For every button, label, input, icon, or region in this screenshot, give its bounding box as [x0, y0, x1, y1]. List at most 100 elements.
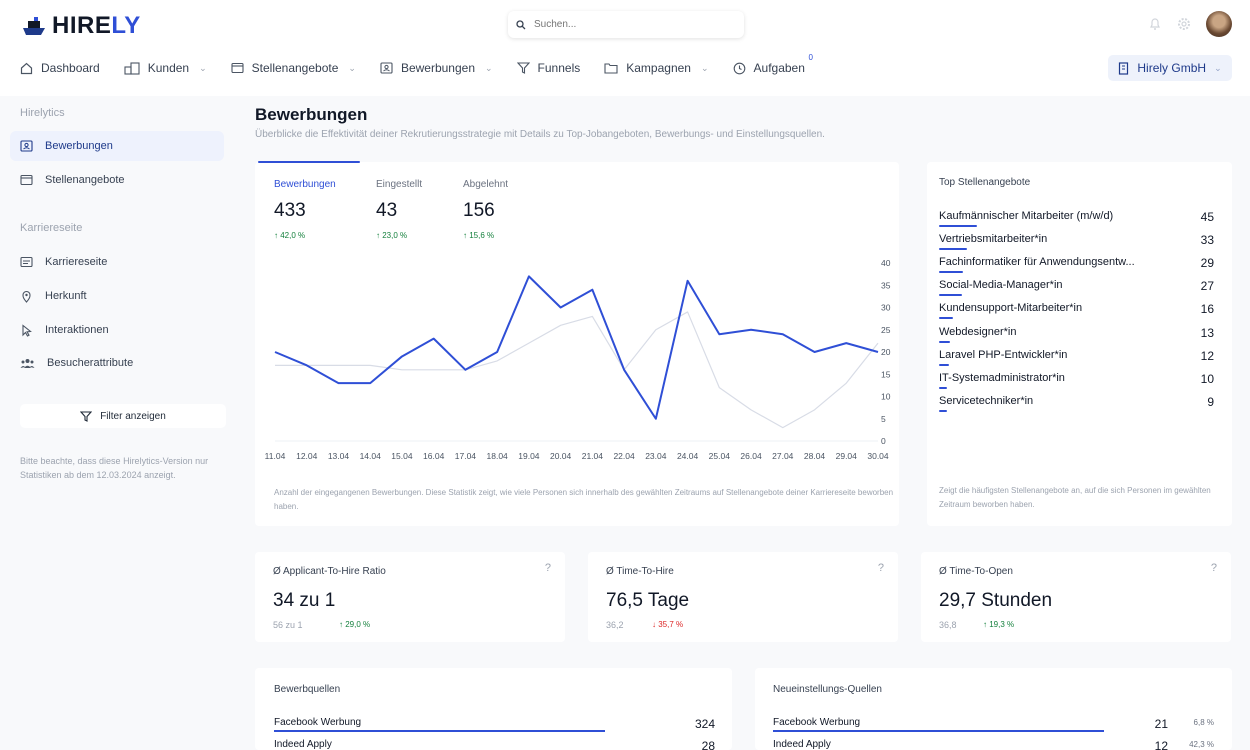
sidebar-item-stellenangebote[interactable]: Stellenangebote: [10, 165, 224, 195]
gear-icon[interactable]: [1176, 16, 1192, 32]
x-tick-label: 23.04: [645, 451, 667, 461]
nav-bewerbungen[interactable]: Bewerbungen ⌄: [380, 61, 493, 75]
metric-change: ↓ 35,7 %: [652, 620, 684, 629]
top-job-count: 33: [1200, 233, 1214, 248]
application-sources-title: Bewerbquellen: [274, 684, 341, 695]
kpi-value: 43: [376, 200, 398, 221]
metric-change: ↑ 19,3 %: [983, 620, 1015, 629]
page-title: Bewerbungen: [255, 105, 368, 124]
top-job-name: Kundensupport-Mitarbeiter*in: [939, 302, 1083, 315]
avatar[interactable]: [1206, 11, 1232, 37]
metric-previous: 36,8: [939, 620, 957, 630]
source-percent: 6,8 %: [1193, 718, 1214, 727]
metric-label: Ø Time-To-Hire: [606, 566, 674, 577]
sidebar-item-interaktionen[interactable]: Interaktionen: [10, 315, 224, 345]
x-tick-label: 15.04: [391, 451, 413, 461]
x-tick-label: 27.04: [772, 451, 794, 461]
top-job-name: IT-Systemadministrator*in: [939, 371, 1065, 384]
source-row[interactable]: Facebook Werbung 324: [274, 717, 715, 739]
kpi-label: Abgelehnt: [463, 179, 509, 190]
kpi-abgelehnt[interactable]: Abgelehnt 156 ↑ 15,6 %: [463, 179, 508, 240]
source-count: 12: [1154, 739, 1168, 750]
source-count: 21: [1154, 717, 1168, 731]
cursor-icon: [22, 323, 32, 337]
y-tick-label: 20: [881, 347, 891, 357]
x-tick-label: 30.04: [867, 451, 889, 461]
company-switcher[interactable]: Hirely GmbH ⌄: [1108, 55, 1232, 81]
tasks-badge: 0: [808, 53, 813, 62]
help-icon[interactable]: ?: [877, 562, 884, 574]
search-input[interactable]: [534, 19, 724, 30]
source-name: Facebook Werbung: [274, 717, 362, 728]
top-job-bar: [939, 340, 950, 343]
source-row[interactable]: Indeed Apply 28: [274, 739, 715, 750]
top-job-name: Kaufmännischer Mitarbeiter (m/w/d): [939, 210, 1114, 222]
top-job-row[interactable]: Fachinformatiker für Anwendungsentw... 29: [939, 256, 1214, 279]
top-job-row[interactable]: Servicetechniker*in 9: [939, 395, 1214, 418]
top-job-row[interactable]: Webdesigner*in 13: [939, 326, 1214, 349]
metric-value: 29,7 Stunden: [939, 590, 1053, 611]
top-job-count: 16: [1200, 302, 1214, 317]
main-nav: Dashboard Kunden ⌄ Stellenangebote ⌄ Bewer…: [0, 52, 829, 84]
top-job-row[interactable]: IT-Systemadministrator*in 10: [939, 372, 1214, 395]
sidebar-item-besucherattribute[interactable]: Besucherattribute: [10, 348, 224, 378]
search-box[interactable]: [508, 11, 744, 38]
metric-previous: 36,2: [606, 620, 624, 630]
top-job-name: Webdesigner*in: [939, 325, 1017, 338]
window-icon: [231, 62, 244, 74]
x-tick-label: 24.04: [677, 451, 699, 461]
help-icon[interactable]: ?: [1210, 562, 1217, 574]
nav-dashboard[interactable]: Dashboard: [20, 61, 100, 75]
kpi-change: ↑ 15,6 %: [463, 231, 495, 240]
kpi-bewerbungen[interactable]: Bewerbungen 433 ↑ 42,0 %: [274, 179, 336, 240]
metric-value: 34 zu 1: [273, 590, 336, 611]
nav-funnels[interactable]: Funnels: [516, 61, 580, 75]
series-line-previous: [275, 311, 879, 429]
top-job-row[interactable]: Vertriebsmitarbeiter*in 33: [939, 233, 1214, 256]
chevron-down-icon: ⌄: [199, 62, 207, 73]
help-icon[interactable]: ?: [544, 562, 551, 574]
user-card-icon: [20, 140, 33, 152]
top-job-row[interactable]: Kaufmännischer Mitarbeiter (m/w/d) 45: [939, 210, 1214, 233]
nav-kampagnen[interactable]: Kampagnen ⌄: [604, 61, 709, 75]
metric-label: Ø Applicant-To-Hire Ratio: [273, 566, 386, 577]
x-tick-label: 12.04: [296, 451, 318, 461]
brand-logo[interactable]: HIRELY: [20, 12, 141, 40]
kpi-label: Bewerbungen: [274, 179, 336, 190]
source-row[interactable]: Indeed Apply 12 42,3 %: [773, 739, 1214, 750]
y-tick-label: 15: [881, 369, 891, 379]
x-tick-label: 28.04: [804, 451, 826, 461]
metric-time-to-open: Ø Time-To-Open ? 29,7 Stunden 36,8 ↑ 19,…: [921, 552, 1231, 642]
sidebar-item-herkunft[interactable]: Herkunft: [10, 281, 224, 311]
x-tick-label: 11.04: [265, 451, 286, 461]
y-tick-label: 30: [881, 303, 891, 313]
nav-aufgaben[interactable]: Aufgaben 0: [733, 53, 813, 75]
source-row[interactable]: Facebook Werbung 21 6,8 %: [773, 717, 1214, 739]
sidebar-item-karriereseite[interactable]: Karriereseite: [10, 247, 224, 277]
series-line-current: [274, 275, 879, 420]
sidebar-item-bewerbungen[interactable]: Bewerbungen: [10, 131, 224, 161]
brand-name: HIRELY: [52, 12, 141, 39]
nav-stellenangebote[interactable]: Stellenangebote ⌄: [231, 61, 356, 75]
search-icon: [516, 19, 526, 29]
bell-icon[interactable]: [1148, 17, 1162, 31]
hire-sources-title: Neueinstellungs-Quellen: [773, 684, 882, 695]
x-tick-label: 26.04: [740, 451, 762, 461]
window-icon: [20, 174, 33, 186]
nav-kunden[interactable]: Kunden ⌄: [124, 61, 207, 75]
funnel-icon: [516, 62, 530, 74]
top-job-row[interactable]: Laravel PHP-Entwickler*in 12: [939, 349, 1214, 372]
clock-icon: [733, 62, 745, 74]
top-job-bar: [939, 409, 947, 412]
top-job-bar: [939, 294, 962, 297]
kpi-eingestellt[interactable]: Eingestellt 43 ↑ 23,0 %: [376, 179, 422, 240]
source-name: Indeed Apply: [274, 739, 332, 750]
top-job-row[interactable]: Kundensupport-Mitarbeiter*in 16: [939, 302, 1214, 325]
top-job-bar: [939, 363, 949, 366]
top-job-row[interactable]: Social-Media-Manager*in 27: [939, 279, 1214, 302]
top-job-name: Laravel PHP-Entwickler*in: [939, 348, 1068, 361]
metric-applicant-to-hire: Ø Applicant-To-Hire Ratio ? 34 zu 1 56 z…: [255, 552, 565, 642]
sidebar: Hirelytics Bewerbungen Stellenangebote K…: [0, 96, 236, 750]
filter-button[interactable]: Filter anzeigen: [20, 404, 226, 428]
chevron-down-icon: ⌄: [1214, 62, 1222, 73]
